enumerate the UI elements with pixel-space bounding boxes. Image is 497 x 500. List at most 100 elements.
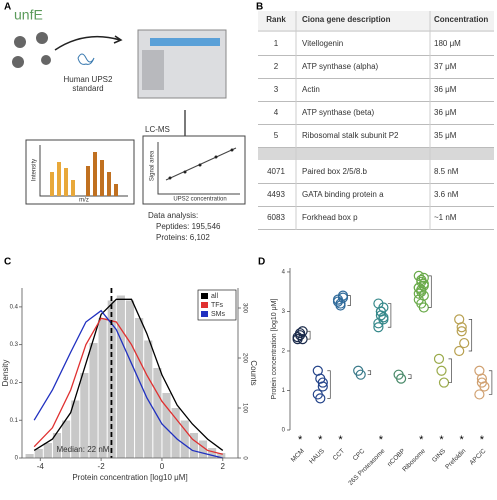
- bracket: [488, 370, 493, 395]
- table-cell: 1: [274, 39, 279, 48]
- dot: [355, 369, 366, 380]
- significance: *: [379, 434, 384, 446]
- y-tick-label: 3: [282, 309, 286, 315]
- table-cell: 36 μM: [434, 108, 457, 117]
- x-tick-label: -4: [37, 462, 45, 471]
- x-tick-label: 2: [221, 462, 226, 471]
- legend-swatch: [201, 302, 208, 308]
- table-cell: 36 μM: [434, 85, 457, 94]
- spectrum-box: [25, 139, 135, 205]
- panel-label: B: [256, 2, 263, 13]
- table-cell: 180 μM: [434, 39, 461, 48]
- y-tick-label: 0.4: [10, 304, 19, 310]
- table-cell: 4: [274, 108, 279, 117]
- table-cell: 6083: [267, 213, 285, 222]
- arrow: [54, 35, 121, 51]
- standard-label: standard: [72, 84, 103, 93]
- y2-tick-label: 200: [241, 353, 247, 364]
- axes: [21, 288, 239, 459]
- dot: [317, 381, 328, 392]
- y-tick-label: 2: [282, 349, 286, 355]
- significance: *: [480, 434, 485, 446]
- y-axis-label: Density: [1, 360, 10, 387]
- y-tick-label: 1: [282, 388, 286, 394]
- table-cell: 4493: [267, 190, 285, 199]
- analysis-text: Peptides: 195,546: [156, 222, 221, 231]
- x-tick-label: HAUS: [308, 447, 326, 465]
- dot: [413, 282, 424, 293]
- histogram-bar: [180, 420, 189, 458]
- y-tick-label: 0: [282, 428, 286, 434]
- legend-label: SMs: [211, 311, 226, 318]
- dot: [337, 292, 349, 303]
- significance: *: [460, 434, 465, 446]
- significance: *: [439, 434, 444, 446]
- standard-icon: [77, 53, 95, 65]
- table-cell: 35 μM: [434, 131, 457, 140]
- table-header: Concentration: [434, 15, 488, 24]
- panel-label: A: [4, 2, 11, 13]
- histogram-bar: [43, 443, 52, 458]
- panel-label: D: [258, 257, 265, 268]
- table-cell: Vitellogenin: [302, 39, 343, 48]
- histogram-bar: [208, 448, 217, 458]
- y2-tick-label: 0: [241, 456, 247, 460]
- dot: [476, 377, 487, 388]
- dot: [438, 377, 450, 388]
- dot: [373, 318, 384, 329]
- table-cell: ATP synthase (beta): [302, 108, 375, 117]
- dot: [378, 312, 389, 323]
- x-tick-label: GINS: [431, 447, 448, 464]
- legend-swatch: [201, 293, 208, 299]
- dot: [474, 389, 485, 400]
- axis-label: Intensity: [32, 159, 38, 181]
- histogram-bar: [25, 454, 34, 458]
- instrument-label: LC-MS: [145, 125, 170, 134]
- analysis-text: Proteins: 6,102: [156, 233, 210, 242]
- table-cell: GATA binding protein a: [302, 190, 384, 199]
- density-curve: [33, 317, 223, 455]
- dot: [433, 353, 445, 364]
- table-cell: Actin: [302, 85, 320, 94]
- axis-label: m/z: [79, 198, 89, 204]
- dot: [315, 393, 326, 404]
- histogram-bar: [89, 343, 98, 458]
- bracket: [387, 303, 392, 328]
- table-cell: Paired box 2/5/8.b: [302, 167, 367, 176]
- histogram-bar: [153, 368, 162, 458]
- significance: *: [338, 434, 343, 446]
- dot: [454, 345, 465, 357]
- y2-tick-label: 300: [241, 303, 247, 314]
- dot: [375, 306, 386, 317]
- dot: [373, 322, 384, 333]
- table-cell: Ribosomal stalk subunit P2: [302, 131, 399, 140]
- histogram-bar: [198, 440, 208, 458]
- x-tick-label: APC/C: [469, 447, 488, 466]
- arrow-head: [113, 35, 123, 44]
- table-cell: 3.6 nM: [434, 190, 459, 199]
- dot: [418, 280, 429, 291]
- calibration-box: [142, 135, 246, 205]
- x-tick-label: Prefoldin: [444, 447, 467, 470]
- bracket: [408, 374, 412, 379]
- dot: [459, 337, 470, 349]
- bracket: [307, 330, 311, 340]
- histogram-bar: [171, 408, 180, 458]
- axis-label: Signal area: [150, 150, 156, 181]
- dot: [456, 322, 467, 333]
- table-cell: 5: [274, 131, 279, 140]
- axis-label: UPS2 concentration: [173, 197, 226, 203]
- standard-label: Human UPS2: [64, 75, 113, 84]
- legend-label: TFs: [211, 302, 224, 309]
- dot: [295, 328, 306, 339]
- y-tick-label: 0.1: [10, 418, 19, 424]
- histogram-bar: [34, 449, 43, 458]
- y-axis-label: Protein concentration [log10 μM]: [271, 298, 278, 399]
- x-tick-label: -2: [98, 462, 106, 471]
- histogram-bar: [98, 318, 107, 458]
- table-cell: 2: [274, 62, 279, 71]
- table-gap: [258, 148, 494, 160]
- y-tick-label: 0: [15, 456, 19, 462]
- cells: [12, 32, 51, 68]
- table-header: Rank: [266, 15, 286, 24]
